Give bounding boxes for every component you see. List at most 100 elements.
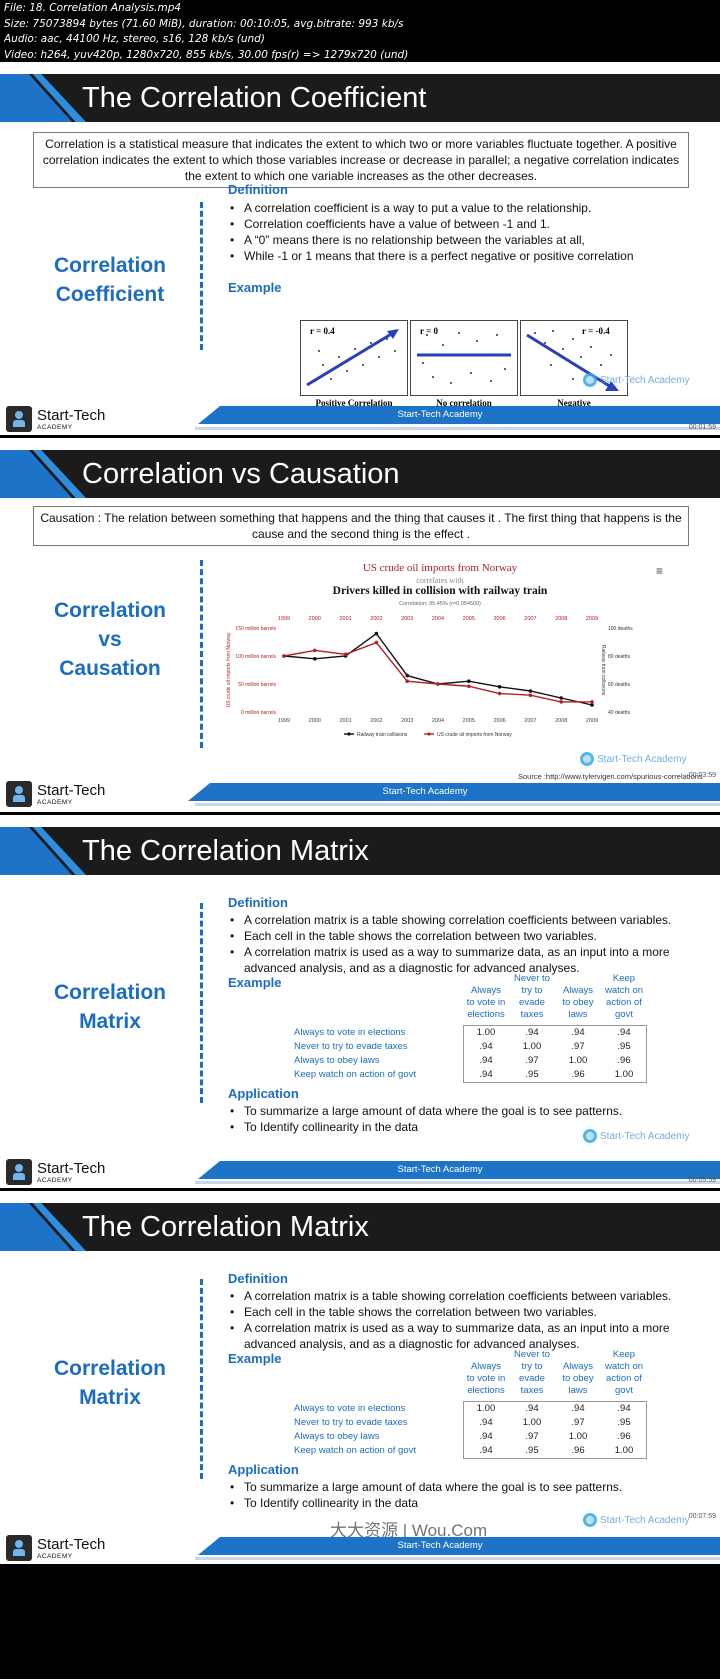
panel-r-label: r = 0 [420,326,438,336]
definition-list: A correlation coefficient is a way to pu… [228,200,698,264]
x-tick-label-top: 2000 [309,616,321,622]
watermark: Start-Tech Academy [583,373,689,387]
definition-item: A correlation matrix is a table showing … [228,912,703,928]
col-header-line: Keep [612,973,636,984]
series-point [467,679,471,683]
series-line [283,632,593,706]
matrix-cell: .96 [571,1445,585,1456]
chart-menu-icon[interactable]: ≡ [656,564,664,578]
matrix-cell: .95 [617,1417,631,1428]
matrix-col-header: Keep watch on action of govt [601,1349,647,1397]
legend-marker [347,732,351,736]
col-header-line: Never to [514,973,550,984]
matrix-col-header: Always to obey laws [555,985,601,1021]
matrix-cell: .94 [479,1431,493,1442]
definition-heading: Definition [228,1271,288,1286]
intro-box: Correlation is a statistical measure tha… [33,132,689,188]
col-header-line: watch on [604,1361,644,1372]
scatter-points [422,332,506,384]
footer: Start-Tech ACADEMY Start-Tech Academy 00… [0,772,720,812]
slide-title: Correlation vs Causation [82,458,400,490]
matrix-grid [463,1025,647,1083]
matrix-row-header: Never to try to evade taxes [294,1417,408,1428]
y-tick-label-left: 0 million barrels [241,710,277,716]
panel-caption: Negative [557,398,591,408]
logo-name: Start-Tech [37,1535,106,1553]
correlation-matrix: Always to vote in elections Never to try to… [290,973,690,1088]
definition-item: While -1 or 1 means that there is a perf… [228,248,698,264]
matrix-cell: .95 [617,1041,631,1052]
x-tick-label-top: 2001 [339,616,351,622]
matrix-cell: .95 [525,1445,539,1456]
definition-item: Each cell in the table shows the correla… [228,928,703,944]
x-tick-label-top: 2006 [493,616,505,622]
definition-item: Each cell in the table shows the correla… [228,1304,703,1320]
slide-correlation-coefficient: The Correlation Coefficient Correlation … [0,62,720,435]
footer-underline [195,1181,720,1184]
matrix-row-header: Always to vote in elections [294,1027,406,1038]
side-title-line: Matrix [79,1010,141,1033]
series-point [313,648,317,653]
example-heading: Example [228,280,282,295]
slide-title: The Correlation Matrix [82,1211,369,1243]
matrix-cell: .94 [479,1069,493,1080]
col-header-line: evade [519,997,545,1008]
col-header-line: taxes [520,1385,544,1396]
col-header-line: laws [568,1385,588,1396]
slide-title: The Correlation Coefficient [82,82,427,114]
matrix-cell: 1.00 [522,1041,542,1052]
matrix-row-header: Always to obey laws [294,1431,380,1442]
matrix-cell: .96 [617,1431,631,1442]
intro-box: Causation : The relation between somethi… [33,506,689,546]
side-title-line: Causation [59,657,161,680]
watermark: Start-Tech Academy [580,752,686,766]
arrow-head [387,329,399,339]
application-item: To Identify collinearity in the data [228,1495,698,1511]
definition-item: A correlation coefficient is a way to pu… [228,200,698,216]
timestamp: 00:03:59 [688,772,716,779]
matrix-cell: .95 [525,1069,539,1080]
source-text[interactable]: Source :http://www.tylervigen.com/spurio… [518,772,703,781]
logo: Start-Tech ACADEMY [6,406,105,432]
x-tick-label: 2001 [339,718,351,724]
slide-correlation-vs-causation: Correlation vs Causation Causation : The… [0,438,720,812]
matrix-cell: 1.00 [476,1027,496,1038]
col-header-line: elections [467,1385,505,1396]
logo-sub: ACADEMY [37,1552,73,1560]
footer: Start-Tech ACADEMY Start-Tech Academy 00… [0,1513,720,1564]
divider-dashes [200,560,203,748]
logo-icon [6,781,32,807]
negative-scatter [526,330,619,391]
side-title: Correlation Coefficient [30,251,190,309]
footer-band: Start-Tech Academy [198,1161,720,1179]
application-heading: Application [228,1086,299,1101]
series-point [528,693,533,697]
panel-r-label: r = 0.4 [310,326,335,336]
col-header-line: watch on [604,985,644,996]
logo: Start-Tech ACADEMY [6,1535,105,1561]
definition-item: A correlation matrix is used as a way to… [228,944,703,976]
watermark-text: Start-Tech Academy [597,753,687,765]
overlay-watermark-text: 大大资源 | Wou.Com [330,1521,488,1540]
positive-scatter [306,329,399,387]
chart-title-2: Drivers killed in collision with railway… [332,585,548,597]
series-point [405,679,409,683]
x-tick-label-top: 2002 [370,616,382,622]
col-header-line: elections [467,1009,505,1020]
col-header-line: to vote in [466,997,506,1008]
footer-underline [195,803,720,806]
negative-trend-line [526,333,612,389]
matrix-col-header: Keep watch on action of govt [601,973,647,1021]
arrow-head [605,381,619,391]
matrix-cell: .94 [525,1027,539,1038]
logo-sub: ACADEMY [37,1176,73,1184]
col-header-line: Keep [612,1349,636,1360]
example-heading: Example [228,1351,282,1366]
side-title: Correlation Matrix [30,1354,190,1412]
matrix-cell: 1.00 [614,1069,634,1080]
matrix-cell: .94 [617,1027,631,1038]
watermark: Start-Tech Academy [583,1513,689,1527]
watermark: Start-Tech Academy [583,1129,689,1143]
matrix-row-header: Always to vote in elections [294,1403,406,1414]
divider-dashes [200,1279,203,1479]
